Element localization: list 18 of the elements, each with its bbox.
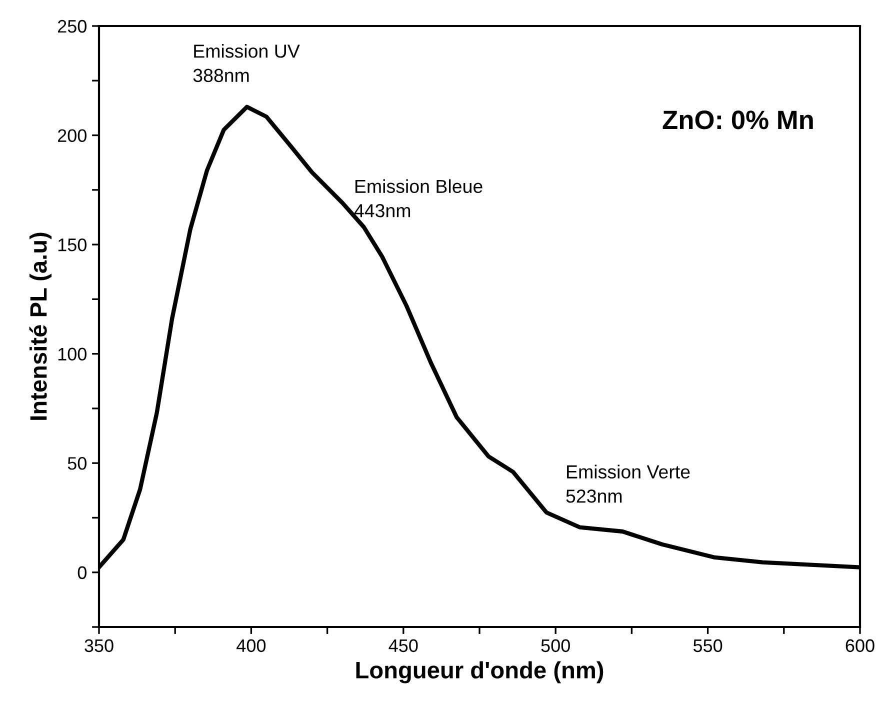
annotation: Emission Bleue 443nm xyxy=(354,179,482,218)
x-tick-label: 500 xyxy=(541,639,570,652)
x-axis-title: Longueur d'onde (nm) xyxy=(356,661,604,684)
y-tick-label: 200 xyxy=(58,129,86,142)
annotation: Emission Verte 523nm xyxy=(566,464,690,503)
y-tick-label: 0 xyxy=(78,566,86,580)
x-tick-label: 550 xyxy=(693,639,722,652)
x-tick-label: 450 xyxy=(388,639,418,652)
annotation: ZnO: 0% Mn xyxy=(662,110,813,130)
y-tick-label: 50 xyxy=(68,457,86,470)
x-tick-label: 400 xyxy=(236,639,266,652)
x-tick-label: 600 xyxy=(846,639,874,652)
y-tick-label: 250 xyxy=(58,20,86,33)
annotation: Emission UV 388nm xyxy=(193,44,300,82)
x-tick-label: 350 xyxy=(84,639,114,652)
y-tick-label: 100 xyxy=(58,348,86,361)
y-axis-title: Intensité PL (a.u) xyxy=(29,232,52,420)
y-tick-label: 150 xyxy=(58,238,86,252)
